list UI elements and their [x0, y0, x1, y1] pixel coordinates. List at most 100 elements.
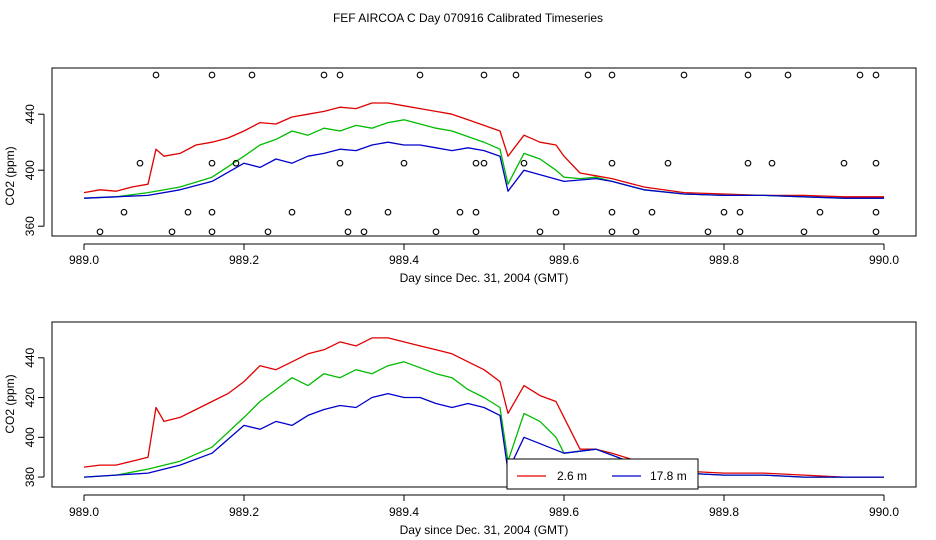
top-flag-point [232, 159, 240, 167]
bottom-x-tick-label: 989.8 [709, 505, 739, 519]
top-flag-point [720, 208, 728, 216]
top-flag-point [344, 208, 352, 216]
top-flag-point [872, 208, 880, 216]
top-y-axis-label: CO2 (ppm) [3, 146, 17, 205]
top-x-axis-label: Day since Dec. 31, 2004 (GMT) [400, 271, 569, 285]
top-y-tick-label: 400 [23, 160, 37, 180]
top-series-17-8-m [83, 141, 884, 199]
top-panel: 989.0 989.2 989.4 989.6 989.8 990.0 360 400 440… [3, 67, 917, 285]
top-flag-point [800, 228, 808, 236]
top-flag-point [168, 228, 176, 236]
top-x-tick-label: 990.0 [869, 253, 899, 267]
top-flag-point [344, 228, 352, 236]
top-flag-point [384, 208, 392, 216]
top-series-group [83, 102, 884, 199]
top-flag-point [608, 159, 616, 167]
top-flag-point [704, 228, 712, 236]
top-flag-point [768, 159, 776, 167]
top-flag-point [184, 208, 192, 216]
bottom-x-axis-label: Day since Dec. 31, 2004 (GMT) [400, 523, 569, 537]
top-flag-point [264, 228, 272, 236]
legend: 2.6 m 17.8 m [506, 458, 699, 490]
bottom-y-tick-label: 380 [23, 467, 37, 487]
top-x-tick-label: 989.6 [549, 253, 579, 267]
top-flag-point [400, 159, 408, 167]
top-flag-point [784, 71, 792, 79]
top-flag-point [208, 71, 216, 79]
top-series-2-6-m [83, 102, 884, 198]
top-flag-point [288, 208, 296, 216]
top-flag-point [208, 228, 216, 236]
top-flag-point [856, 71, 864, 79]
top-flag-point [584, 71, 592, 79]
top-flag-point [432, 228, 440, 236]
top-flag-point [512, 71, 520, 79]
top-flag-point [472, 208, 480, 216]
top-flag-point [136, 159, 144, 167]
top-flag-point [472, 159, 480, 167]
top-flag-point [120, 208, 128, 216]
top-flag-point [736, 208, 744, 216]
top-flag-point [872, 228, 880, 236]
top-flag-point [664, 159, 672, 167]
top-y-tick-label: 440 [23, 104, 37, 124]
top-flag-point [872, 159, 880, 167]
top-flag-point [608, 228, 616, 236]
bottom-x-tick-label: 990.0 [869, 505, 899, 519]
top-flag-point [840, 159, 848, 167]
top-flag-point [816, 208, 824, 216]
bottom-y-tick-label: 440 [23, 347, 37, 367]
bottom-x-tick-label: 989.0 [69, 505, 99, 519]
top-x-tick-label: 989.0 [69, 253, 99, 267]
top-flag-point [872, 71, 880, 79]
chart-title: FEF AIRCOA C Day 070916 Calibrated Times… [333, 11, 603, 25]
top-flag-point [632, 228, 640, 236]
bottom-series-2-6-m [83, 337, 884, 478]
top-y-tick-label: 360 [23, 216, 37, 236]
top-flag-point [416, 71, 424, 79]
top-x-axis: 989.0 989.2 989.4 989.6 989.8 990.0 [69, 243, 899, 267]
top-flag-point [744, 71, 752, 79]
bottom-y-axis-label: CO2 (ppm) [3, 374, 17, 433]
top-flag-point [520, 159, 528, 167]
top-flag-point [336, 159, 344, 167]
bottom-series-group [83, 337, 884, 478]
top-flag-points [96, 71, 880, 236]
top-x-tick-label: 989.8 [709, 253, 739, 267]
top-x-tick-label: 989.4 [389, 253, 419, 267]
top-flag-point [536, 228, 544, 236]
top-flag-point [96, 228, 104, 236]
top-flag-point [320, 71, 328, 79]
top-plot-frame [51, 67, 917, 237]
top-flag-point [152, 71, 160, 79]
top-flag-point [608, 208, 616, 216]
legend-box [506, 458, 699, 490]
bottom-x-tick-label: 989.6 [549, 505, 579, 519]
bottom-y-tick-label: 400 [23, 427, 37, 447]
bottom-panel: 989.0 989.2 989.4 989.6 989.8 990.0 380 400 420… [3, 321, 917, 537]
top-flag-point [736, 228, 744, 236]
bottom-plot-frame [51, 321, 917, 488]
top-flag-point [680, 71, 688, 79]
bottom-y-tick-label: 420 [23, 387, 37, 407]
bottom-x-tick-label: 989.4 [389, 505, 419, 519]
top-flag-point [648, 208, 656, 216]
top-flag-point [552, 208, 560, 216]
top-flag-point [608, 71, 616, 79]
top-flag-point [456, 208, 464, 216]
top-flag-point [208, 208, 216, 216]
top-flag-point [248, 71, 256, 79]
top-flag-point [336, 71, 344, 79]
bottom-x-tick-label: 989.2 [229, 505, 259, 519]
top-y-axis: 360 400 440 [23, 104, 45, 236]
bottom-x-axis: 989.0 989.2 989.4 989.6 989.8 990.0 [69, 494, 899, 519]
top-flag-point [480, 71, 488, 79]
top-flag-point [360, 228, 368, 236]
bottom-y-axis: 380 400 420 440 [23, 347, 45, 487]
bottom-series-10-m [83, 361, 884, 478]
top-x-tick-label: 989.2 [229, 253, 259, 267]
top-flag-point [480, 159, 488, 167]
legend-label-17-8m: 17.8 m [650, 469, 687, 483]
top-flag-point [472, 228, 480, 236]
